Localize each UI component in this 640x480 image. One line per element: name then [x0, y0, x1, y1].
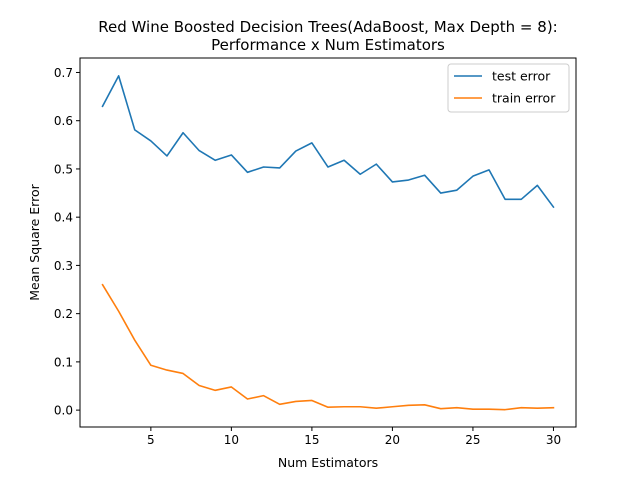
x-axis-label: Num Estimators	[278, 455, 378, 470]
y-axis-label: Mean Square Error	[27, 183, 42, 300]
legend-label-test-error: test error	[492, 69, 551, 84]
y-tick-label: 0.0	[54, 404, 73, 418]
y-axis-ticks: 0.0 0.1 0.2 0.3 0.4 0.5 0.6 0.7	[54, 66, 80, 418]
x-tick-label: 20	[385, 433, 400, 447]
x-axis-ticks: 5 10 15 20 25 30	[147, 427, 561, 447]
x-tick-label: 5	[147, 433, 155, 447]
legend: test error train error	[447, 63, 570, 113]
y-tick-label: 0.4	[54, 211, 73, 225]
plot-frame	[79, 57, 577, 428]
y-tick-label: 0.2	[54, 307, 73, 321]
x-tick-label: 25	[465, 433, 480, 447]
y-tick-label: 0.1	[54, 355, 73, 369]
y-tick-label: 0.3	[54, 259, 73, 273]
series-line-test-error	[101, 75, 555, 209]
series-layer	[101, 75, 555, 411]
legend-label-train-error: train error	[492, 91, 556, 106]
series-line-train-error	[101, 283, 555, 411]
y-tick-label: 0.6	[54, 114, 73, 128]
y-tick-label: 0.7	[54, 66, 73, 80]
chart-title: Red Wine Boosted Decision Trees(AdaBoost…	[98, 18, 557, 36]
x-tick-label: 10	[224, 433, 239, 447]
y-tick-label: 0.5	[54, 162, 73, 176]
x-tick-label: 30	[546, 433, 561, 447]
x-tick-label: 15	[304, 433, 319, 447]
chart-subtitle: Performance x Num Estimators	[211, 36, 445, 54]
